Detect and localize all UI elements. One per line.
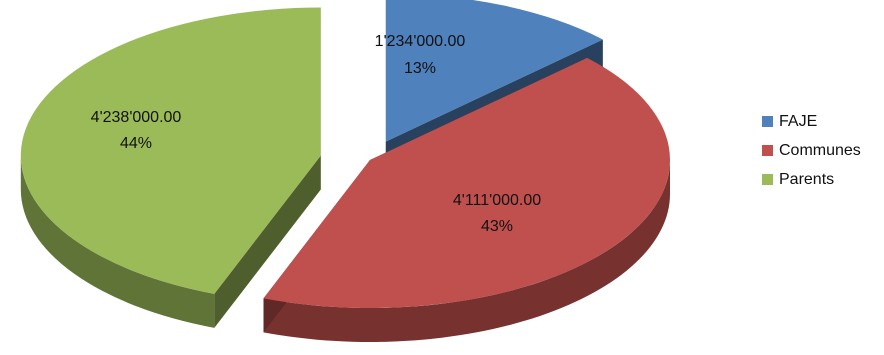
legend: FAJE Communes Parents: [762, 107, 882, 194]
slice-value-label-faje: 1'234'000.00: [375, 33, 466, 50]
slice-wall-parents-0: [214, 155, 321, 328]
legend-label-communes: Communes: [779, 141, 861, 159]
slice-value-label-communes: 4'111'000.00: [453, 192, 541, 209]
legend-swatch-communes: [762, 145, 773, 156]
slice-tops: [20, 0, 670, 309]
legend-label-faje: FAJE: [779, 112, 818, 130]
slice-percent-label-faje: 13%: [404, 60, 436, 77]
slice-communes: [263, 57, 670, 309]
legend-item-communes: Communes: [762, 136, 882, 165]
slice-value-label-parents: 4'238'000.00: [91, 109, 182, 126]
slice-percent-label-parents: 44%: [120, 135, 152, 152]
legend-item-parents: Parents: [762, 165, 882, 194]
slice-rim-parents: [20, 155, 215, 328]
legend-item-faje: FAJE: [762, 107, 882, 136]
legend-swatch-faje: [762, 116, 773, 127]
slice-faje: [385, 0, 603, 142]
slice-rim-communes: [263, 160, 670, 342]
legend-swatch-parents: [762, 174, 773, 185]
slice-parents: [20, 7, 321, 294]
legend-label-parents: Parents: [779, 170, 835, 188]
slice-percent-label-communes: 43%: [481, 218, 513, 235]
